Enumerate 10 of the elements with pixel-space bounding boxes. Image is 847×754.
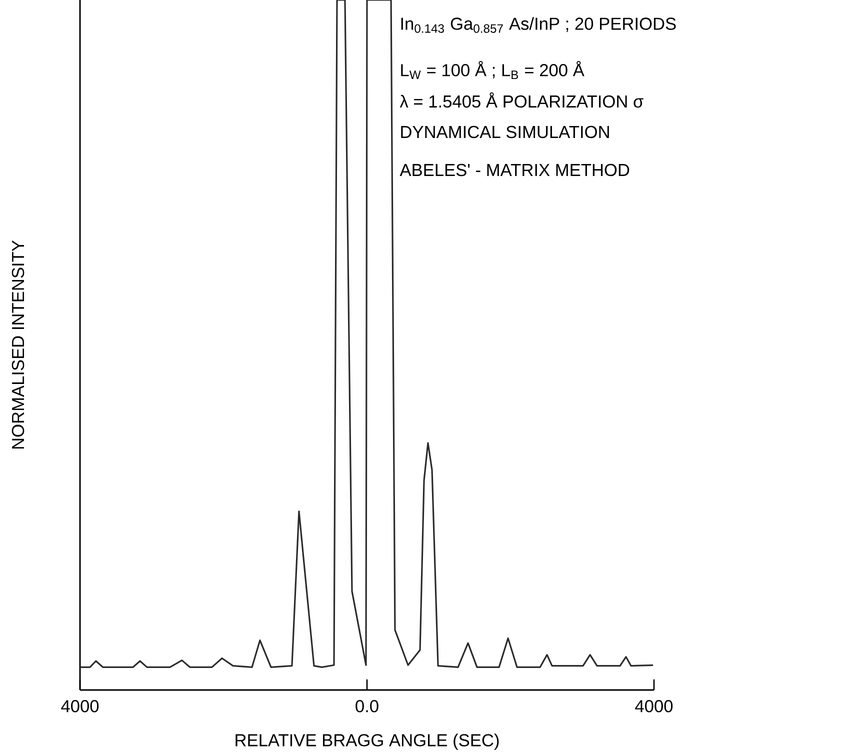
annotation: ABELES' - MATRIX METHOD bbox=[400, 164, 630, 176]
x-tick-label: 0.0 bbox=[356, 700, 378, 712]
x-tick-label: 4000 bbox=[61, 700, 99, 712]
y-axis-title: NORMALISED INTENSITY bbox=[12, 240, 24, 449]
annotation: λ = 1.5405 Å POLARIZATION σ bbox=[400, 92, 644, 108]
x-tick-label: 4000 bbox=[635, 700, 673, 712]
annotation: DYNAMICAL SIMULATION bbox=[401, 126, 609, 138]
annotation: L$_{W}$ = 100 Å ; L$_{B}$ = 200 Å bbox=[401, 61, 584, 79]
x-axis-title: RELATIVE BRAGG ANGLE (SEC) bbox=[236, 734, 499, 750]
annotation: In$_{0.143}$ Ga$_{0.857}$ As/InP ; 20 PERIODS bbox=[401, 17, 676, 33]
